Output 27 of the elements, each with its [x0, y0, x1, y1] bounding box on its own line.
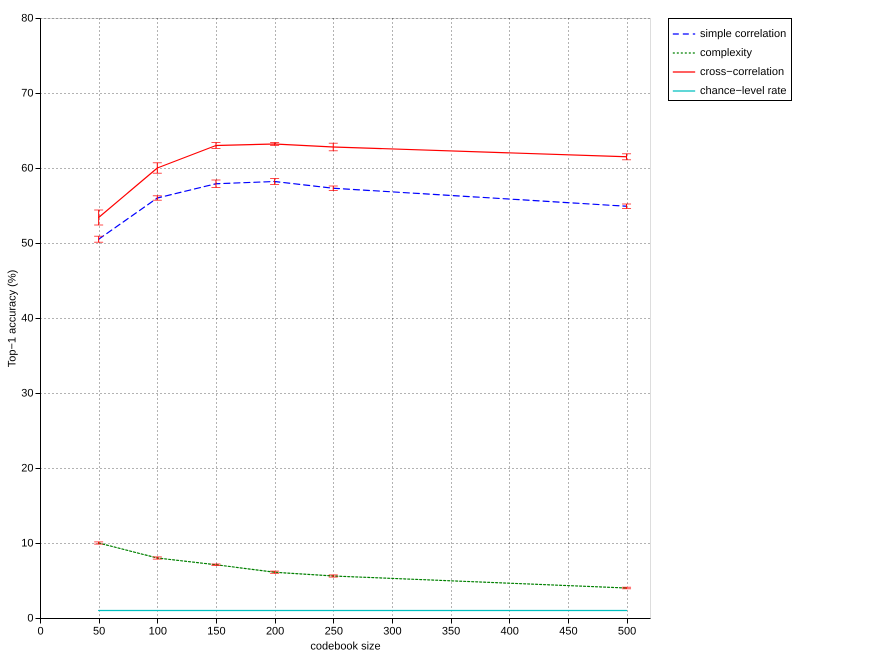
- x-tick-label: 300: [383, 626, 402, 638]
- legend-label: complexity: [700, 47, 752, 59]
- x-tick-label: 200: [266, 626, 284, 638]
- x-tick-label: 250: [324, 626, 343, 638]
- y-tick-label: 50: [21, 238, 34, 250]
- x-axis-title: codebook size: [310, 640, 381, 652]
- x-tick-label: 350: [442, 626, 460, 638]
- legend-label: cross−correlation: [700, 66, 784, 78]
- y-tick-label: 40: [21, 312, 34, 324]
- y-tick-label: 60: [21, 162, 34, 174]
- legend-label: simple correlation: [700, 28, 786, 40]
- legend-label: chance−level rate: [700, 85, 787, 97]
- x-tick-label: 50: [93, 626, 106, 638]
- x-tick-label: 0: [37, 626, 44, 638]
- y-tick-label: 70: [21, 88, 34, 100]
- y-tick-label: 30: [21, 388, 34, 400]
- x-tick-label: 450: [559, 626, 578, 638]
- x-tick-label: 100: [148, 626, 167, 638]
- x-tick-label: 150: [207, 626, 226, 638]
- line-series: [98, 180, 628, 240]
- y-tick-label: 20: [21, 462, 34, 474]
- x-tick-label: 400: [500, 626, 519, 638]
- y-axis-title: Top−1 accuracy (%): [6, 270, 18, 368]
- y-tick-label: 10: [21, 538, 34, 550]
- y-tick-label: 80: [21, 12, 34, 24]
- y-tick-label: 0: [27, 612, 34, 624]
- x-tick-label: 500: [618, 626, 636, 638]
